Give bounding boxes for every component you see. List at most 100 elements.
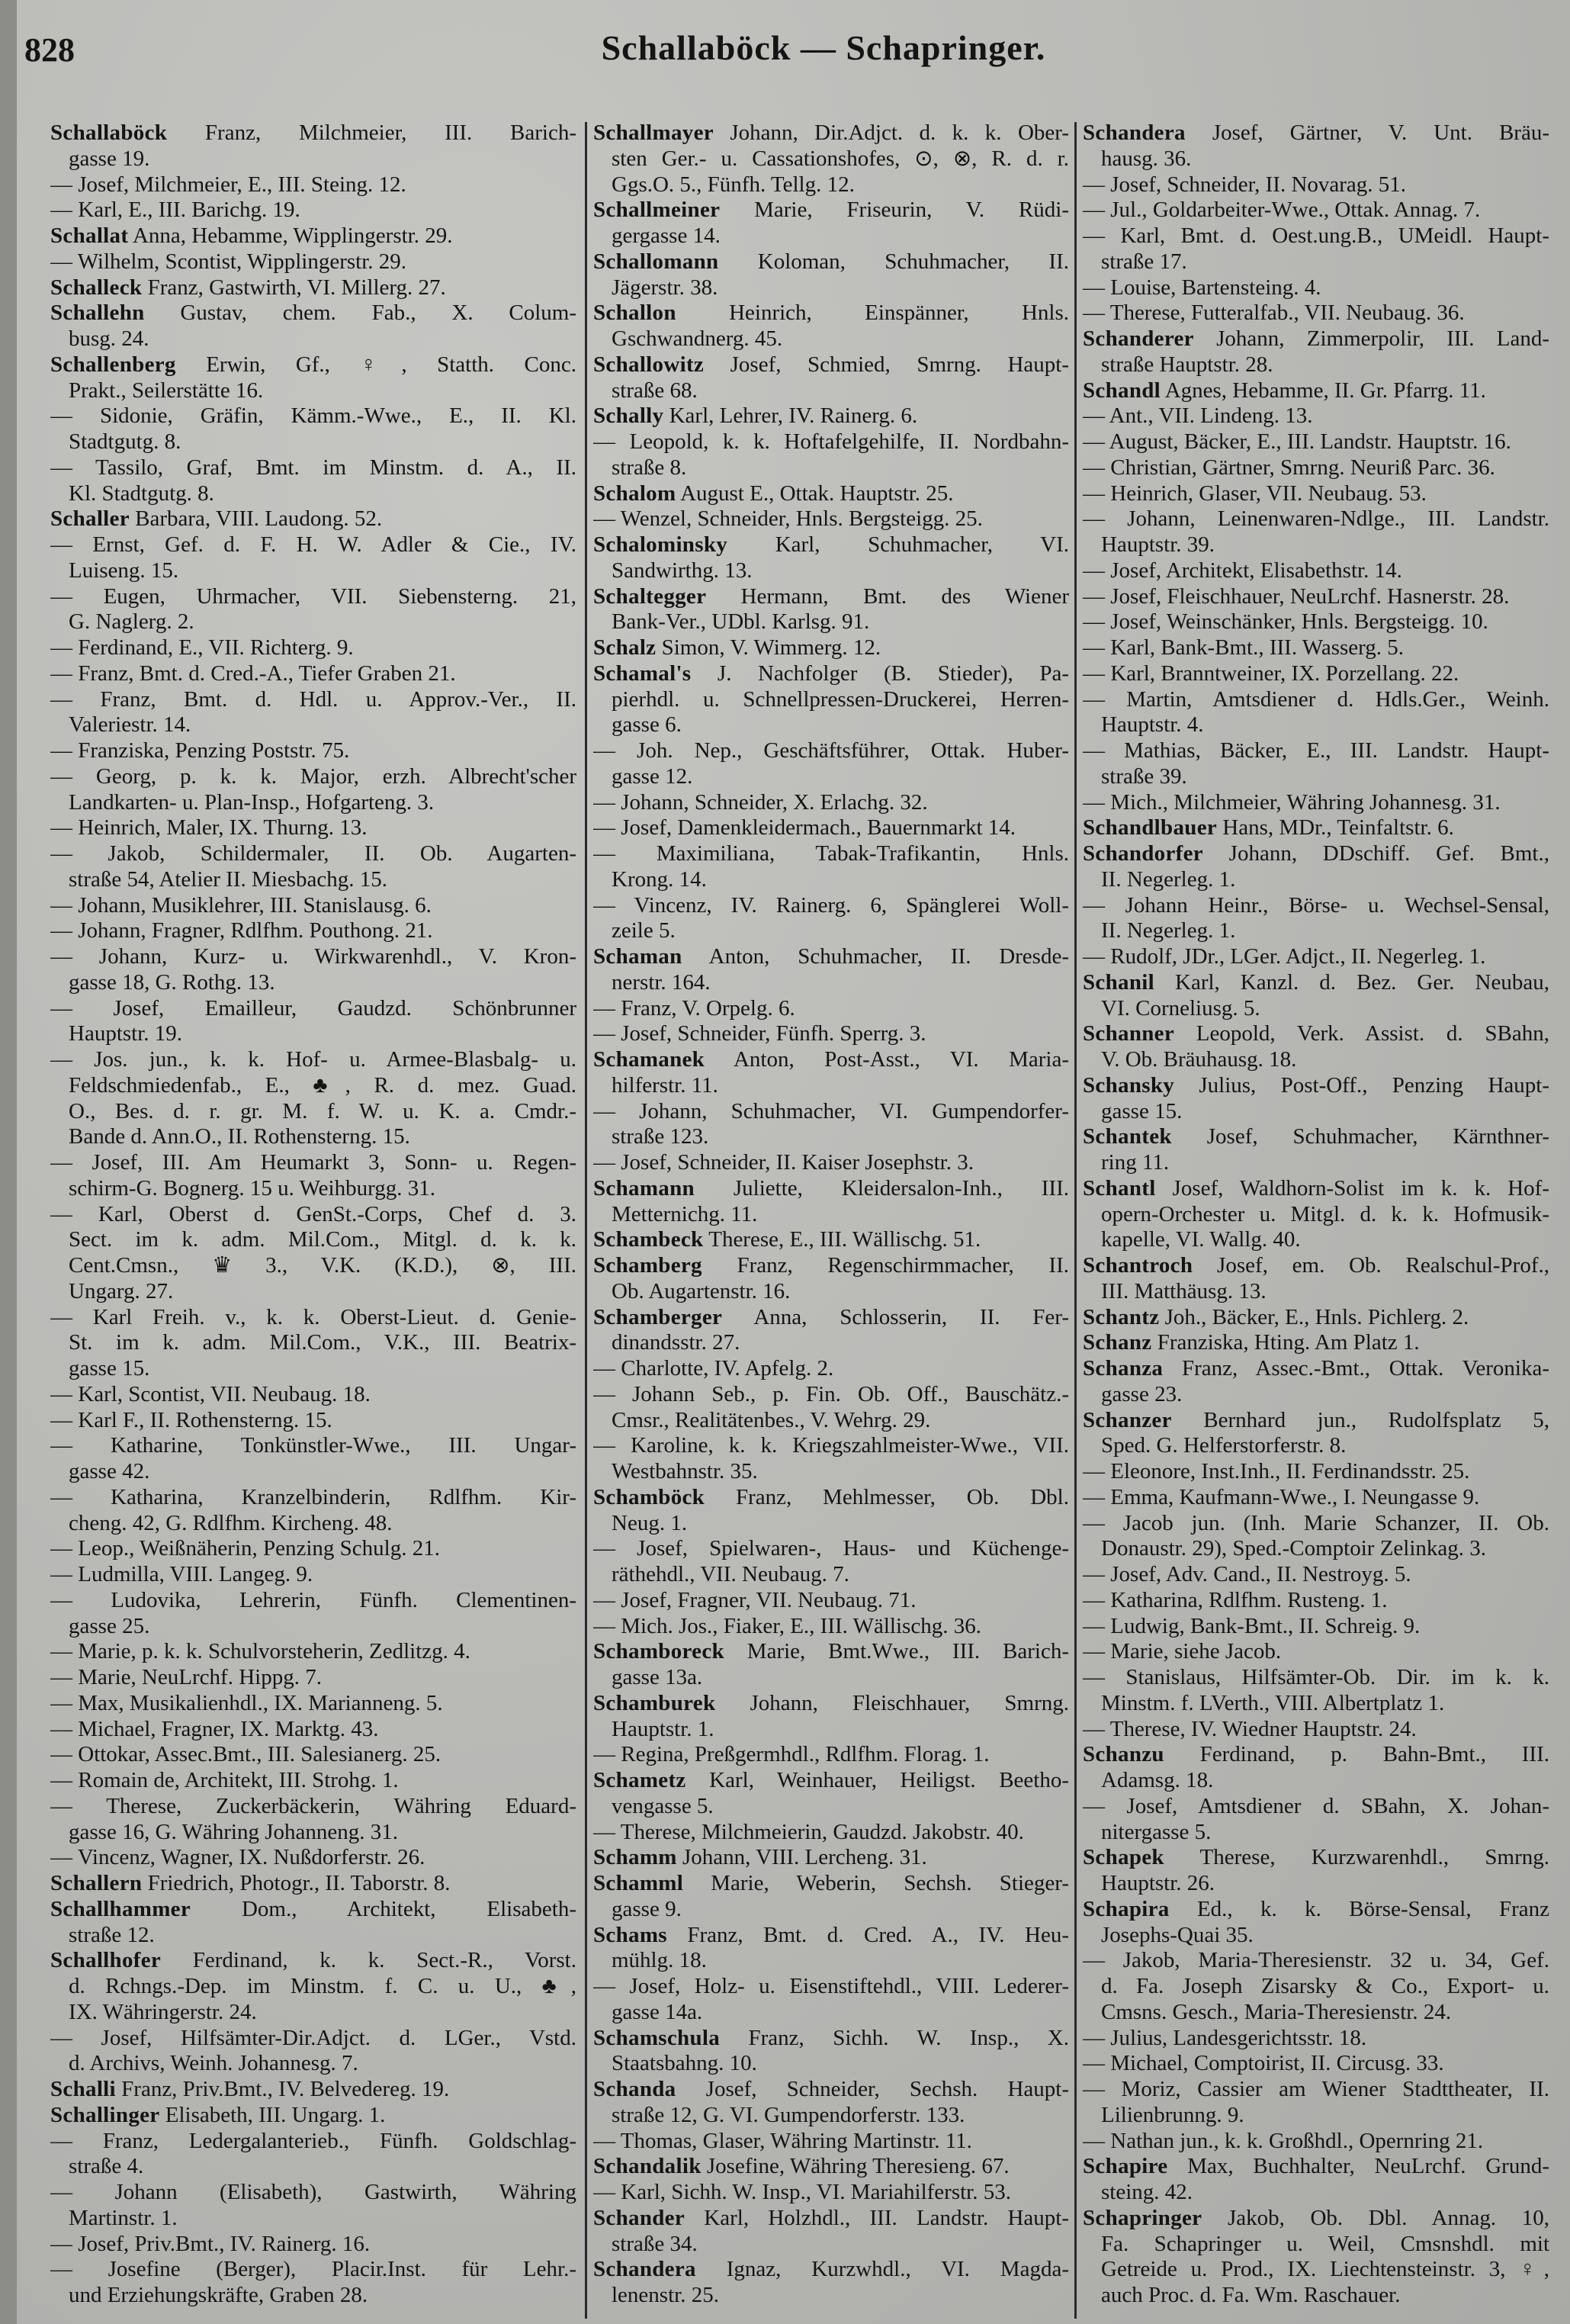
entry-text: Sect. im k. adm. Mil.Com., Mitgl. d. k. … — [69, 1227, 576, 1252]
entry-text: Fa. Schapringer u. Weil, Cmsnshdl. mit — [1101, 2231, 1549, 2256]
entry-text: straße 17. — [1101, 249, 1187, 274]
entry-continuation-line: Gschwandnerg. 45. — [593, 326, 1069, 352]
entry-continuation-line: straße 12, G. VI. Gumpendorferstr. 133. — [593, 2103, 1069, 2129]
entry-text: Franziska, Hting. Am Platz 1. — [1151, 1330, 1420, 1355]
entry-text: Ggs.O. 5., Fünfh. Tellg. 12. — [612, 172, 855, 197]
entry-text: mühlg. 18. — [612, 1948, 707, 1973]
entry-text: — Josef, Schneider, Fünfh. Sperrg. 3. — [593, 1021, 926, 1046]
entry-text: — Nathan jun., k. k. Großhdl., Opernring… — [1083, 2128, 1484, 2153]
entry-continuation-line: gasse 42. — [50, 1459, 576, 1485]
entry-continuation-line: Josephs-Quai 35. — [1083, 1923, 1549, 1949]
entry-continuation-line: — Josef, Holz- u. Eisenstiftehdl., VIII.… — [593, 1974, 1069, 2000]
entry-text: — Ferdinand, E., VII. Richterg. 9. — [50, 635, 354, 660]
entry-continuation-line: — Martin, Amtsdiener d. Hdls.Ger., Weinh… — [1083, 687, 1549, 713]
entry-continuation-line: — Josef, Architekt, Elisabethstr. 14. — [1083, 558, 1549, 584]
entry-line: Schandorfer Johann, DDschiff. Gef. Bmt., — [1083, 841, 1549, 867]
entry-text: — Julius, Landesgerichtsstr. 18. — [1083, 2025, 1367, 2050]
entry-line: Schantl Josef, Waldhorn-Solist im k. k. … — [1083, 1176, 1549, 1202]
entry-text: — Ludwig, Bank-Bmt., II. Schreig. 9. — [1083, 1613, 1421, 1638]
surname: Schantl — [1083, 1175, 1156, 1201]
entry-continuation-line: nitergasse 5. — [1083, 1820, 1549, 1846]
entry-line: Schaltegger Hermann, Bmt. des Wiener — [593, 584, 1069, 610]
entry-text: — Karl Freih. v., k. k. Oberst-Lieut. d.… — [50, 1304, 576, 1329]
entry-text: — Josef, Schneider, II. Novarag. 51. — [1083, 172, 1407, 197]
entry-text: kapelle, VI. Wallg. 40. — [1101, 1227, 1301, 1252]
entry-text: — Wenzel, Schneider, Hnls. Bergsteigg. 2… — [593, 506, 983, 532]
entry-continuation-line: mühlg. 18. — [593, 1948, 1069, 1974]
entry-continuation-line: — Jos. jun., k. k. Hof- u. Armee-Blasbal… — [50, 1047, 576, 1073]
entry-continuation-line: Cmsns. Gesch., Maria-Theresienstr. 24. — [1083, 2000, 1549, 2026]
entry-text: hilferstr. 11. — [612, 1072, 718, 1098]
entry-continuation-line: gasse 16, G. Währing Johanneng. 31. — [50, 1820, 576, 1846]
entry-text: Kl. Stadtgutg. 8. — [69, 481, 214, 506]
entry-line: Schantroch Josef, em. Ob. Realschul-Prof… — [1083, 1253, 1549, 1279]
entry-text: — Johann, Schuhmacher, VI. Gumpendorfer- — [593, 1098, 1069, 1123]
entry-text: nitergasse 5. — [1101, 1819, 1212, 1844]
entry-text: — Regina, Preßgermhdl., Rdlfhm. Florag. … — [593, 1742, 990, 1767]
entry-text: Franz, Milchmeier, III. Barich- — [167, 121, 576, 145]
entry-text: II. Negerleg. 1. — [1101, 918, 1236, 943]
surname: Schapire — [1083, 2154, 1168, 2179]
entry-text: straße 4. — [69, 2154, 144, 2179]
entry-continuation-line: Jägerstr. 38. — [593, 275, 1069, 301]
entry-continuation-line: V. Ob. Bräuhausg. 18. — [1083, 1047, 1549, 1073]
entry-text: — Louise, Bartensteing. 4. — [1083, 275, 1321, 300]
entry-text: gasse 16, G. Währing Johanneng. 31. — [69, 1819, 398, 1844]
entry-continuation-line: — Therese, Futteralfab., VII. Neubaug. 3… — [1083, 301, 1549, 326]
entry-continuation-line: straße 39. — [1083, 764, 1549, 790]
entry-continuation-line: II. Negerleg. 1. — [1083, 867, 1549, 893]
entry-text: Westbahnstr. 35. — [612, 1459, 758, 1483]
entry-continuation-line: Sect. im k. adm. Mil.Com., Mitgl. d. k. … — [50, 1227, 576, 1253]
entry-continuation-line: Adamsg. 18. — [1083, 1768, 1549, 1794]
surname: Schallmayer — [593, 121, 714, 145]
entry-text: — Eleonore, Inst.Inh., II. Ferdinandsstr… — [1083, 1459, 1470, 1483]
entry-continuation-line: Fa. Schapringer u. Weil, Cmsnshdl. mit — [1083, 2232, 1549, 2258]
surname: Schanz — [1083, 1330, 1152, 1355]
entry-continuation-line: III. Matthäusg. 13. — [1083, 1279, 1549, 1305]
entry-text: — Johann, Kurz- u. Wirkwarenhdl., V. Kro… — [50, 944, 576, 969]
entry-text: Getreide u. Prod., IX. Liechtensteinstr.… — [1101, 2257, 1549, 2282]
entry-text: — Leopold, k. k. Hoftafelgehilfe, II. No… — [593, 429, 1069, 454]
entry-text: — Josef, Spielwaren-, Haus- und Küchenge… — [593, 1536, 1069, 1561]
surname: Schansky — [1083, 1072, 1175, 1098]
entry-continuation-line: d. Archivs, Weinh. Johannesg. 7. — [50, 2051, 576, 2077]
entry-line: Schaller Barbara, VIII. Laudong. 52. — [50, 506, 576, 532]
entry-line: Schallehn Gustav, chem. Fab., X. Colum- — [50, 301, 576, 326]
entry-text: Karl, Weinhauer, Heiligst. Beetho- — [685, 1768, 1069, 1792]
entry-text: Dom., Architekt, Elisabeth- — [191, 1896, 576, 1921]
entry-continuation-line: — Johann, Schneider, X. Erlachg. 32. — [593, 790, 1069, 816]
entry-text: Anton, Post-Asst., VI. Maria- — [705, 1047, 1069, 1072]
entry-line: Schanz Franziska, Hting. Am Platz 1. — [1083, 1330, 1549, 1356]
entry-continuation-line: gasse 9. — [593, 1897, 1069, 1923]
entry-text: — Karl, Sichh. W. Insp., VI. Mariahilfer… — [593, 2180, 1011, 2204]
entry-continuation-line: — Karl, Branntweiner, IX. Porzellang. 22… — [1083, 661, 1549, 687]
entry-text: — Vincenz, Wagner, IX. Nußdorferstr. 26. — [50, 1845, 425, 1870]
entry-text: — Franziska, Penzing Poststr. 75. — [50, 738, 350, 763]
entry-text: — Johann, Musiklehrer, III. Stanislausg.… — [50, 892, 432, 918]
entry-line: Schamann Juliette, Kleidersalon-Inh., II… — [593, 1176, 1069, 1202]
entry-continuation-line: straße 17. — [1083, 249, 1549, 275]
entry-text: — Michael, Comptoirist, II. Circusg. 33. — [1083, 2051, 1444, 2076]
entry-text: — Therese, Zuckerbäckerin, Währing Eduar… — [50, 1793, 576, 1818]
entry-text: d. Fa. Joseph Zisarsky & Co., Export- u. — [1101, 1974, 1549, 1998]
entry-text: — Mich. Jos., Fiaker, E., III. Wällischg… — [593, 1613, 981, 1638]
entry-continuation-line: — Eleonore, Inst.Inh., II. Ferdinandsstr… — [1083, 1459, 1549, 1485]
entry-text: pierhdl. u. Schnellpressen-Druckerei, He… — [612, 686, 1069, 712]
entry-text: straße 34. — [612, 2231, 698, 2256]
entry-continuation-line: gergasse 14. — [593, 223, 1069, 249]
entry-line: Schanza Franz, Assec.-Bmt., Ottak. Veron… — [1083, 1356, 1549, 1382]
entry-text: Marie, Friseurin, V. Rüdi- — [720, 198, 1069, 223]
entry-continuation-line: Westbahnstr. 35. — [593, 1459, 1069, 1485]
entry-line: Schamal's J. Nachfolger (B. Stieder), Pa… — [593, 661, 1069, 687]
entry-continuation-line: — Stanislaus, Hilfsämter-Ob. Dir. im k. … — [1083, 1665, 1549, 1691]
entry-continuation-line: — Josef, Milchmeier, E., III. Steing. 12… — [50, 172, 576, 198]
entry-continuation-line: und Erziehungskräfte, Graben 28. — [50, 2283, 576, 2309]
surname: Schapek — [1083, 1845, 1164, 1870]
entry-text: Adamsg. 18. — [1101, 1768, 1214, 1792]
entry-continuation-line: — Josef, Amtsdiener d. SBahn, X. Johan- — [1083, 1794, 1549, 1820]
entry-continuation-line: — Christian, Gärtner, Smrng. Neuriß Parc… — [1083, 455, 1549, 481]
column-divider — [585, 122, 587, 2319]
entry-continuation-line: Sandwirthg. 13. — [593, 558, 1069, 584]
entry-continuation-line: — Franz, Bmt. d. Hdl. u. Approv.-Ver., I… — [50, 687, 576, 713]
entry-continuation-line: — Therese, Milchmeierin, Gaudzd. Jakobst… — [593, 1820, 1069, 1846]
